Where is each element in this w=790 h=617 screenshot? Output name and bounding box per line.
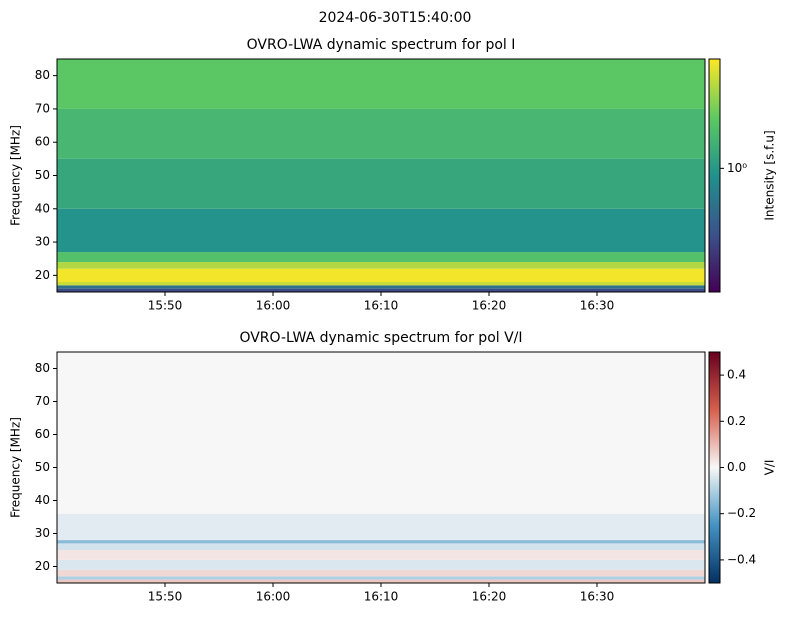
spectrum-band	[57, 268, 705, 283]
x-tick-label: 16:30	[580, 299, 615, 313]
spectrum-band	[57, 59, 705, 109]
y-tick-label: 20	[35, 559, 50, 573]
x-tick-label: 16:20	[472, 299, 507, 313]
spectrum-band	[57, 208, 705, 253]
spectrum-band	[57, 576, 705, 580]
spectrum-band	[57, 352, 705, 514]
y-tick-label: 70	[35, 394, 50, 408]
spectrum-band	[57, 262, 705, 269]
colorbar-tick-label: −0.4	[727, 552, 756, 566]
colorbar-tick-label: 10⁰	[727, 161, 747, 175]
colorbar-tick-label: 0.4	[727, 368, 746, 382]
y-tick-label: 50	[35, 460, 50, 474]
y-tick-label: 40	[35, 201, 50, 215]
x-tick-label: 16:00	[256, 299, 291, 313]
spectrum-band	[57, 158, 705, 209]
x-tick-label: 15:50	[148, 590, 183, 604]
spectrum-band	[57, 513, 705, 541]
spectrum-band	[57, 550, 705, 560]
spectrum-band	[57, 540, 705, 544]
axes-title: OVRO-LWA dynamic spectrum for pol V/I	[239, 330, 522, 346]
colorbar-label: V/I	[763, 460, 777, 476]
y-tick-label: 60	[35, 135, 50, 149]
y-tick-label: 80	[35, 68, 50, 82]
x-tick-label: 16:20	[472, 590, 507, 604]
spectrum-band	[57, 108, 705, 159]
x-tick-label: 16:10	[364, 299, 399, 313]
spectrum-band	[57, 569, 705, 577]
colorbar-tick-label: −0.2	[727, 506, 756, 520]
spectrum-band	[57, 282, 705, 286]
x-tick-label: 15:50	[148, 299, 183, 313]
y-tick-label: 40	[35, 493, 50, 507]
colorbar-tick-label: 0.2	[727, 414, 746, 428]
axes-title: OVRO-LWA dynamic spectrum for pol I	[247, 37, 516, 53]
y-axis-label: Frequency [MHz]	[9, 417, 23, 518]
y-tick-label: 60	[35, 427, 50, 441]
x-tick-label: 16:10	[364, 590, 399, 604]
y-tick-label: 80	[35, 361, 50, 375]
colorbar	[708, 58, 721, 293]
y-tick-label: 50	[35, 168, 50, 182]
spectrum-band	[57, 288, 705, 292]
y-tick-label: 20	[35, 268, 50, 282]
spectrum-band	[57, 285, 705, 289]
spectrum-band	[57, 579, 705, 583]
x-tick-label: 16:00	[256, 590, 291, 604]
figure-title: 2024-06-30T15:40:00	[319, 10, 472, 26]
spectrum-band	[57, 559, 705, 570]
spectrum-band	[57, 252, 705, 263]
spectrum-band	[57, 543, 705, 550]
y-axis-label: Frequency [MHz]	[9, 125, 23, 226]
x-tick-label: 16:30	[580, 590, 615, 604]
y-tick-label: 30	[35, 526, 50, 540]
y-tick-label: 70	[35, 101, 50, 115]
colorbar	[708, 351, 721, 584]
colorbar-label: Intensity [s.f.u]	[763, 130, 777, 220]
colorbar-tick-label: 0.0	[727, 460, 746, 474]
y-tick-label: 30	[35, 235, 50, 249]
